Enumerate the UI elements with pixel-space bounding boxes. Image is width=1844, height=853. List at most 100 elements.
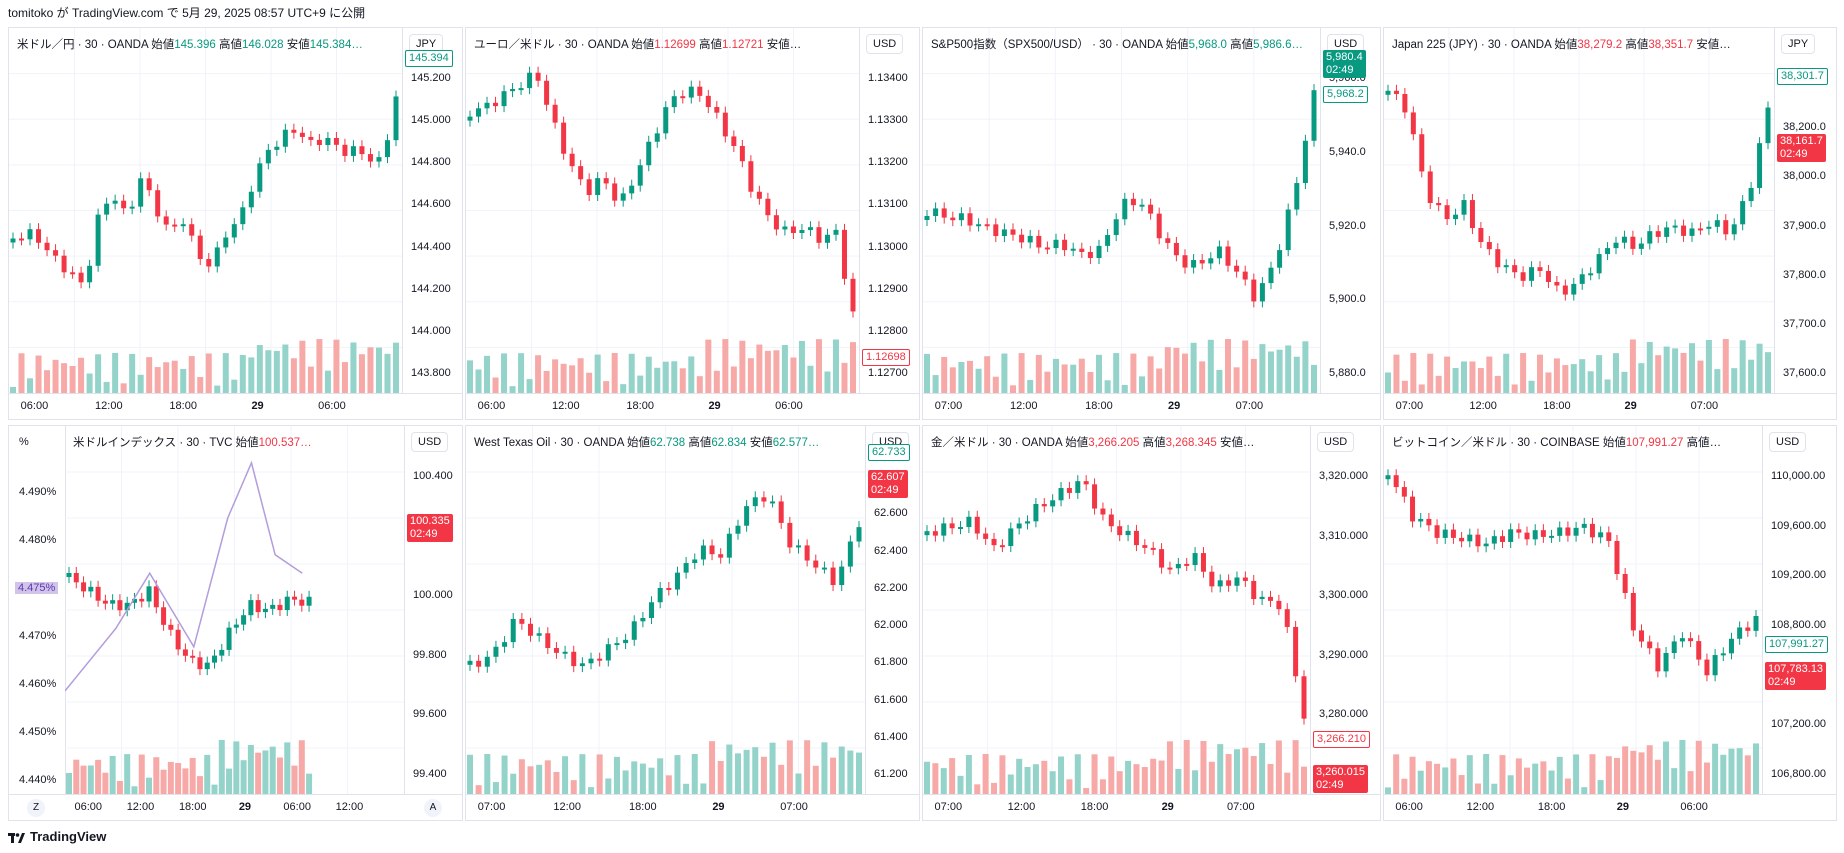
time-axis[interactable]: 06:00 12:00 18:00 29 06:00 12:00 Z A: [9, 794, 462, 820]
candle-body: [81, 582, 87, 592]
volume-bar: [637, 375, 644, 393]
symbol-legend[interactable]: 米ドルインデックス · 30 · TVC 始値100.537…: [73, 434, 312, 450]
symbol-legend[interactable]: S&P500指数（SPX500/USD） · 30 · OANDA 始値5,96…: [931, 36, 1303, 52]
volume-bar: [657, 758, 664, 794]
time-tick: 06:00: [20, 400, 49, 412]
candle-body: [1117, 526, 1123, 536]
left-axis-tick: 4.440%: [19, 774, 57, 786]
chart-panel[interactable]: S&P500指数（SPX500/USD） · 30 · OANDA 始値5,96…: [922, 27, 1381, 420]
price-axis[interactable]: JPY38,400.038,200.038,000.037,900.037,80…: [1774, 28, 1836, 393]
price-tick: 1.13400: [868, 72, 908, 84]
symbol-legend[interactable]: West Texas Oil · 30 · OANDA 始値62.738 高値6…: [474, 434, 819, 450]
time-axis[interactable]: 07:00 12:00 18:00 29 07:00: [923, 794, 1380, 820]
price-axis[interactable]: USD 110,000.00 109,600.00 109,200.00 108,800…: [1762, 426, 1836, 794]
volume-bar: [1242, 340, 1249, 393]
price-axis[interactable]: USD 3,320.000 3,310.000 3,300.000 3,290.000 3…: [1310, 426, 1380, 794]
footer-brand[interactable]: TradingView: [8, 826, 106, 846]
volume-bar: [1654, 759, 1661, 794]
price-plot[interactable]: [1384, 426, 1762, 794]
candle-body: [342, 144, 348, 156]
candle-body: [1704, 659, 1710, 676]
volume-bar: [240, 760, 247, 794]
volume-bar: [66, 772, 72, 794]
volume-bar: [683, 783, 690, 794]
candle-body: [1475, 534, 1481, 547]
candle-body: [983, 533, 989, 539]
axis-mode-button[interactable]: A: [424, 799, 442, 817]
candle-body: [88, 586, 94, 592]
price-tick: 3,290.000: [1319, 648, 1368, 661]
candle-body: [663, 107, 669, 134]
symbol-legend[interactable]: 金／米ドル · 30 · OANDA 始値3,266.205 高値3,268.3…: [931, 434, 1254, 450]
candle-body: [595, 178, 601, 195]
currency-button[interactable]: JPY: [1781, 34, 1816, 54]
left-axis-unit[interactable]: %: [19, 436, 29, 448]
price-axis[interactable]: USD100.400100.200100.00099.80099.60099.4…: [404, 426, 462, 794]
time-tick: 07:00: [1690, 400, 1719, 412]
time-axis[interactable]: 06:00 12:00 18:00 29 06:00: [9, 393, 462, 419]
volume-bar: [1442, 767, 1449, 794]
chart-panel[interactable]: 金／米ドル · 30 · OANDA 始値3,266.205 高値3,268.3…: [922, 425, 1381, 821]
left-price-axis[interactable]: % 4.490% 4.480% 4.475% 4.470% 4.460% 4.450% 4.4…: [9, 426, 66, 794]
volume-bar: [1284, 772, 1291, 794]
volume-bar: [291, 765, 298, 794]
candle-body: [265, 149, 271, 164]
candle-body: [588, 658, 594, 664]
volume-bar: [645, 356, 652, 393]
symbol-legend[interactable]: 米ドル／円 · 30 · OANDA 始値145.396 高値146.028 安…: [17, 36, 363, 52]
auto-scale-button[interactable]: Z: [27, 799, 45, 817]
price-plot[interactable]: [923, 426, 1310, 794]
time-axis[interactable]: 07:00 12:00 18:00 29 07:00: [466, 794, 919, 820]
candle-body: [1087, 251, 1093, 258]
price-plot[interactable]: [466, 28, 859, 393]
currency-button[interactable]: USD: [1317, 432, 1355, 452]
high-value: 1.12721: [721, 39, 764, 51]
chart-panel[interactable]: ユーロ／米ドル · 30 · OANDA 始値1.12699 高値1.12721…: [465, 27, 920, 420]
low-value: 145.384…: [309, 39, 363, 51]
chart-panel[interactable]: % 4.490% 4.480% 4.475% 4.470% 4.460% 4.450% 4.4…: [8, 425, 463, 821]
time-axis[interactable]: 07:00 12:00 18:00 29 07:00: [1384, 393, 1836, 419]
currency-button[interactable]: JPY: [409, 34, 444, 54]
candle-body: [1402, 93, 1408, 113]
candle-body: [527, 72, 533, 89]
candle-body: [620, 193, 626, 201]
price-axis[interactable]: USD 1.13400 1.13300 1.13200 1.13100 1.13000 1.…: [859, 28, 919, 393]
price-axis[interactable]: JPY 145.200 145.000 144.800 144.600 144.400 14…: [402, 28, 462, 393]
candle-body: [1712, 655, 1718, 676]
price-plot[interactable]: [923, 28, 1320, 393]
symbol-legend[interactable]: Japan 225 (JPY) · 30 · OANDA 始値38,279.2 …: [1392, 36, 1731, 52]
volume-bar: [1393, 354, 1400, 393]
currency-button[interactable]: USD: [1327, 34, 1365, 54]
price-tick: 61.200: [874, 768, 908, 780]
time-axis[interactable]: 06:00 12:00 18:00 29 06:00: [1384, 794, 1836, 820]
chart-panel[interactable]: ビットコイン／米ドル · 30 · COINBASE 始値107,991.27 …: [1383, 425, 1837, 821]
volume-bar: [671, 361, 678, 393]
currency-button[interactable]: USD: [1769, 432, 1807, 452]
chart-panel[interactable]: 米ドル／円 · 30 · OANDA 始値145.396 高値146.028 安…: [8, 27, 463, 420]
price-plot[interactable]: [9, 28, 402, 393]
price-axis[interactable]: USD 5,960.0 5,940.0 5,920.0 5,900.0 5,880.0 5,…: [1320, 28, 1380, 393]
time-axis[interactable]: 06:00 12:00 18:00 29 06:00: [466, 393, 919, 419]
volume-bar: [290, 358, 297, 393]
symbol-legend[interactable]: ビットコイン／米ドル · 30 · COINBASE 始値107,991.27 …: [1392, 434, 1721, 450]
volume-bar: [588, 787, 595, 794]
chart-panel[interactable]: West Texas Oil · 30 · OANDA 始値62.738 高値6…: [465, 425, 920, 821]
price-plot[interactable]: [466, 426, 865, 794]
time-tick: 12:00: [1469, 400, 1497, 412]
symbol-legend[interactable]: ユーロ／米ドル · 30 · OANDA 始値1.12699 高値1.12721…: [474, 36, 801, 52]
price-axis[interactable]: USD62.80062.60062.40062.20062.00061.8006…: [865, 426, 919, 794]
volume-bar: [1564, 778, 1571, 794]
time-tick: 18:00: [178, 801, 207, 813]
candle-body: [172, 224, 178, 227]
candle-body: [1079, 248, 1085, 252]
chart-panel[interactable]: Japan 225 (JPY) · 30 · OANDA 始値38,279.2 …: [1383, 27, 1837, 420]
currency-button[interactable]: USD: [866, 34, 904, 54]
candle-body: [816, 227, 822, 243]
volume-bar: [760, 756, 767, 794]
currency-button[interactable]: USD: [411, 432, 449, 452]
price-plot[interactable]: [65, 426, 404, 794]
price-plot[interactable]: [1384, 28, 1774, 393]
candle-body: [1148, 204, 1154, 214]
time-axis[interactable]: 07:00 12:00 18:00 29 07:00: [923, 393, 1380, 419]
high-label: 高値: [695, 39, 722, 51]
